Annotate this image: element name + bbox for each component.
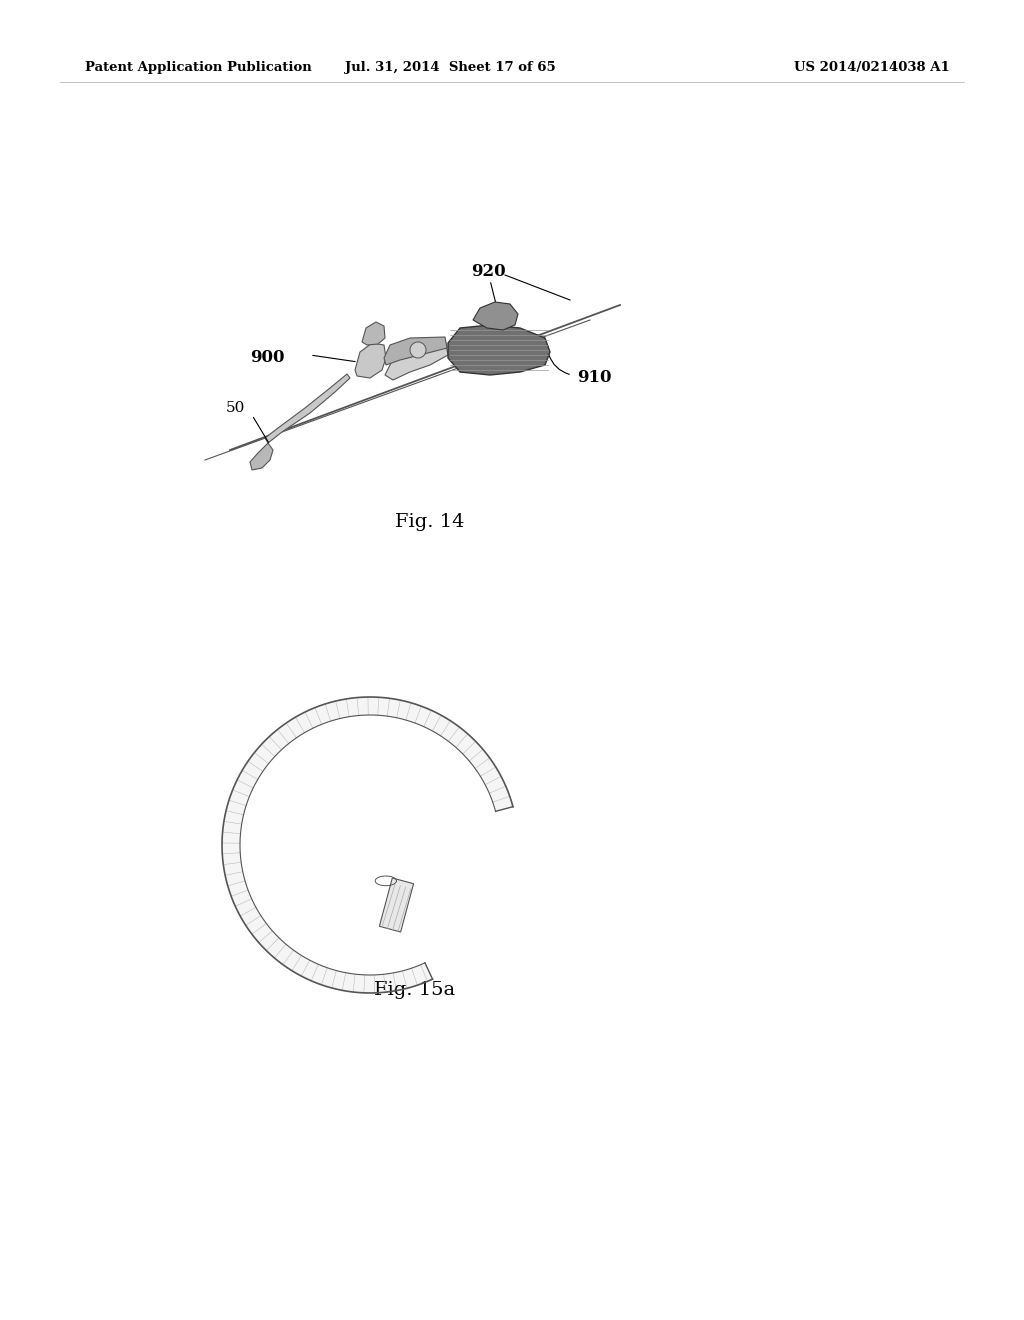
- Polygon shape: [355, 343, 386, 378]
- Text: Fig. 14: Fig. 14: [395, 513, 465, 531]
- Polygon shape: [250, 444, 273, 470]
- Polygon shape: [362, 322, 385, 345]
- Text: Fig. 15a: Fig. 15a: [375, 981, 456, 999]
- Polygon shape: [385, 341, 449, 380]
- Polygon shape: [449, 325, 550, 375]
- Polygon shape: [384, 337, 447, 366]
- Circle shape: [410, 342, 426, 358]
- Text: 920: 920: [471, 264, 505, 281]
- Polygon shape: [265, 374, 350, 444]
- Text: Patent Application Publication: Patent Application Publication: [85, 62, 311, 74]
- Text: 900: 900: [251, 350, 285, 367]
- Polygon shape: [379, 878, 414, 932]
- Text: 910: 910: [577, 370, 611, 387]
- Polygon shape: [222, 697, 513, 993]
- Text: US 2014/0214038 A1: US 2014/0214038 A1: [795, 62, 950, 74]
- Text: 50: 50: [225, 401, 245, 414]
- Polygon shape: [473, 302, 518, 330]
- Text: Jul. 31, 2014  Sheet 17 of 65: Jul. 31, 2014 Sheet 17 of 65: [345, 62, 555, 74]
